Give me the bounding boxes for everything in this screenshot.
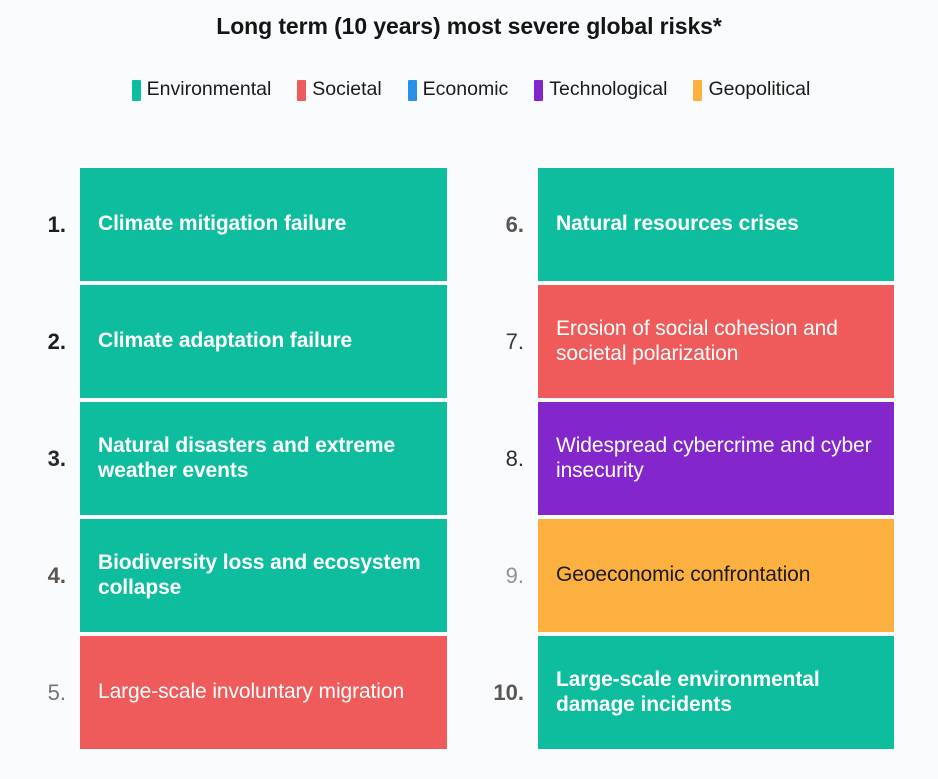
- legend: Environmental Societal Economic Technologic…: [0, 78, 938, 101]
- risk-row[interactable]: 4. Biodiversity loss and ecosystem collap…: [31, 519, 447, 632]
- risk-bar[interactable]: Natural resources crises: [538, 168, 894, 281]
- legend-item-environmental[interactable]: Environmental: [131, 78, 272, 101]
- risk-bar-label: Large-scale involuntary migration: [98, 680, 405, 704]
- risk-columns: 1. Climate mitigation failure 2. Climate ad…: [0, 168, 938, 749]
- risk-bar-label: Climate mitigation failure: [98, 212, 347, 236]
- risk-bar[interactable]: Climate adaptation failure: [80, 285, 447, 398]
- risk-bar[interactable]: Erosion of social cohesion and societal …: [538, 285, 894, 398]
- risk-bar[interactable]: Natural disasters and extreme weather ev…: [80, 402, 447, 515]
- risk-rank-number: 5.: [47, 679, 66, 705]
- legend-item-label: Geopolitical: [708, 78, 811, 101]
- risk-row[interactable]: 6. Natural resources crises: [489, 168, 894, 281]
- legend-swatch-environmental-icon: [131, 79, 141, 101]
- risk-bar-label: Natural disasters and extreme weather ev…: [98, 433, 396, 482]
- legend-swatch-geopolitical-icon: [693, 79, 703, 101]
- legend-item-technological[interactable]: Technological: [534, 78, 668, 101]
- risk-rank-number: 8.: [505, 445, 524, 471]
- risk-bar[interactable]: Geoeconomic confrontation: [538, 519, 894, 632]
- risk-bar-label: Biodiversity loss and ecosystem collapse: [98, 550, 421, 599]
- risk-row[interactable]: 1. Climate mitigation failure: [31, 168, 447, 281]
- risk-rank-number: 7.: [505, 328, 524, 354]
- risk-column-right: 6. Natural resources crises 7. Erosion of s…: [489, 168, 894, 749]
- risk-rank-number: 2.: [47, 328, 66, 354]
- risk-rank-number: 10.: [493, 679, 524, 705]
- risk-row[interactable]: 9. Geoeconomic confrontation: [489, 519, 894, 632]
- risk-bar-label: Climate adaptation failure: [98, 329, 353, 353]
- legend-swatch-societal-icon: [297, 79, 307, 101]
- legend-item-label: Technological: [549, 78, 668, 101]
- risk-row[interactable]: 5. Large-scale involuntary migration: [31, 636, 447, 749]
- legend-swatch-economic-icon: [407, 79, 417, 101]
- risk-row[interactable]: 7. Erosion of social cohesion and societa…: [489, 285, 894, 398]
- risk-rank-number: 4.: [47, 562, 66, 588]
- risk-row[interactable]: 8. Widespread cybercrime and cyber insecu…: [489, 402, 894, 515]
- risk-rank-number: 6.: [505, 211, 524, 237]
- risk-row[interactable]: 10. Large-scale environmental damage inci…: [489, 636, 894, 749]
- legend-item-label: Economic: [422, 78, 509, 101]
- risk-bar[interactable]: Widespread cybercrime and cyber insecuri…: [538, 402, 894, 515]
- risk-row[interactable]: 2. Climate adaptation failure: [31, 285, 447, 398]
- risk-column-left: 1. Climate mitigation failure 2. Climate ad…: [31, 168, 447, 749]
- risk-bar[interactable]: Biodiversity loss and ecosystem collapse: [80, 519, 447, 632]
- risk-row[interactable]: 3. Natural disasters and extreme weather …: [31, 402, 447, 515]
- risk-bar-label: Geoeconomic confrontation: [556, 563, 811, 587]
- legend-item-societal[interactable]: Societal: [297, 78, 382, 101]
- legend-item-label: Environmental: [146, 78, 272, 101]
- risk-bar-label: Natural resources crises: [556, 212, 799, 236]
- page-title: Long term (10 years) most severe global …: [216, 13, 722, 39]
- risk-bar-label: Widespread cybercrime and cyber insecuri…: [556, 433, 872, 482]
- legend-item-economic[interactable]: Economic: [407, 78, 509, 101]
- legend-swatch-technological-icon: [534, 79, 544, 101]
- risk-rank-number: 3.: [47, 445, 66, 471]
- risk-bar-label: Erosion of social cohesion and societal …: [556, 316, 838, 365]
- risk-bar[interactable]: Climate mitigation failure: [80, 168, 447, 281]
- risk-rank-number: 1.: [47, 211, 66, 237]
- risk-bar-label: Large-scale environmental damage inciden…: [556, 667, 820, 716]
- risk-bar[interactable]: Large-scale involuntary migration: [80, 636, 447, 749]
- legend-item-label: Societal: [312, 78, 382, 101]
- legend-item-geopolitical[interactable]: Geopolitical: [693, 78, 811, 101]
- risk-rank-number: 9.: [505, 562, 524, 588]
- risk-bar[interactable]: Large-scale environmental damage inciden…: [538, 636, 894, 749]
